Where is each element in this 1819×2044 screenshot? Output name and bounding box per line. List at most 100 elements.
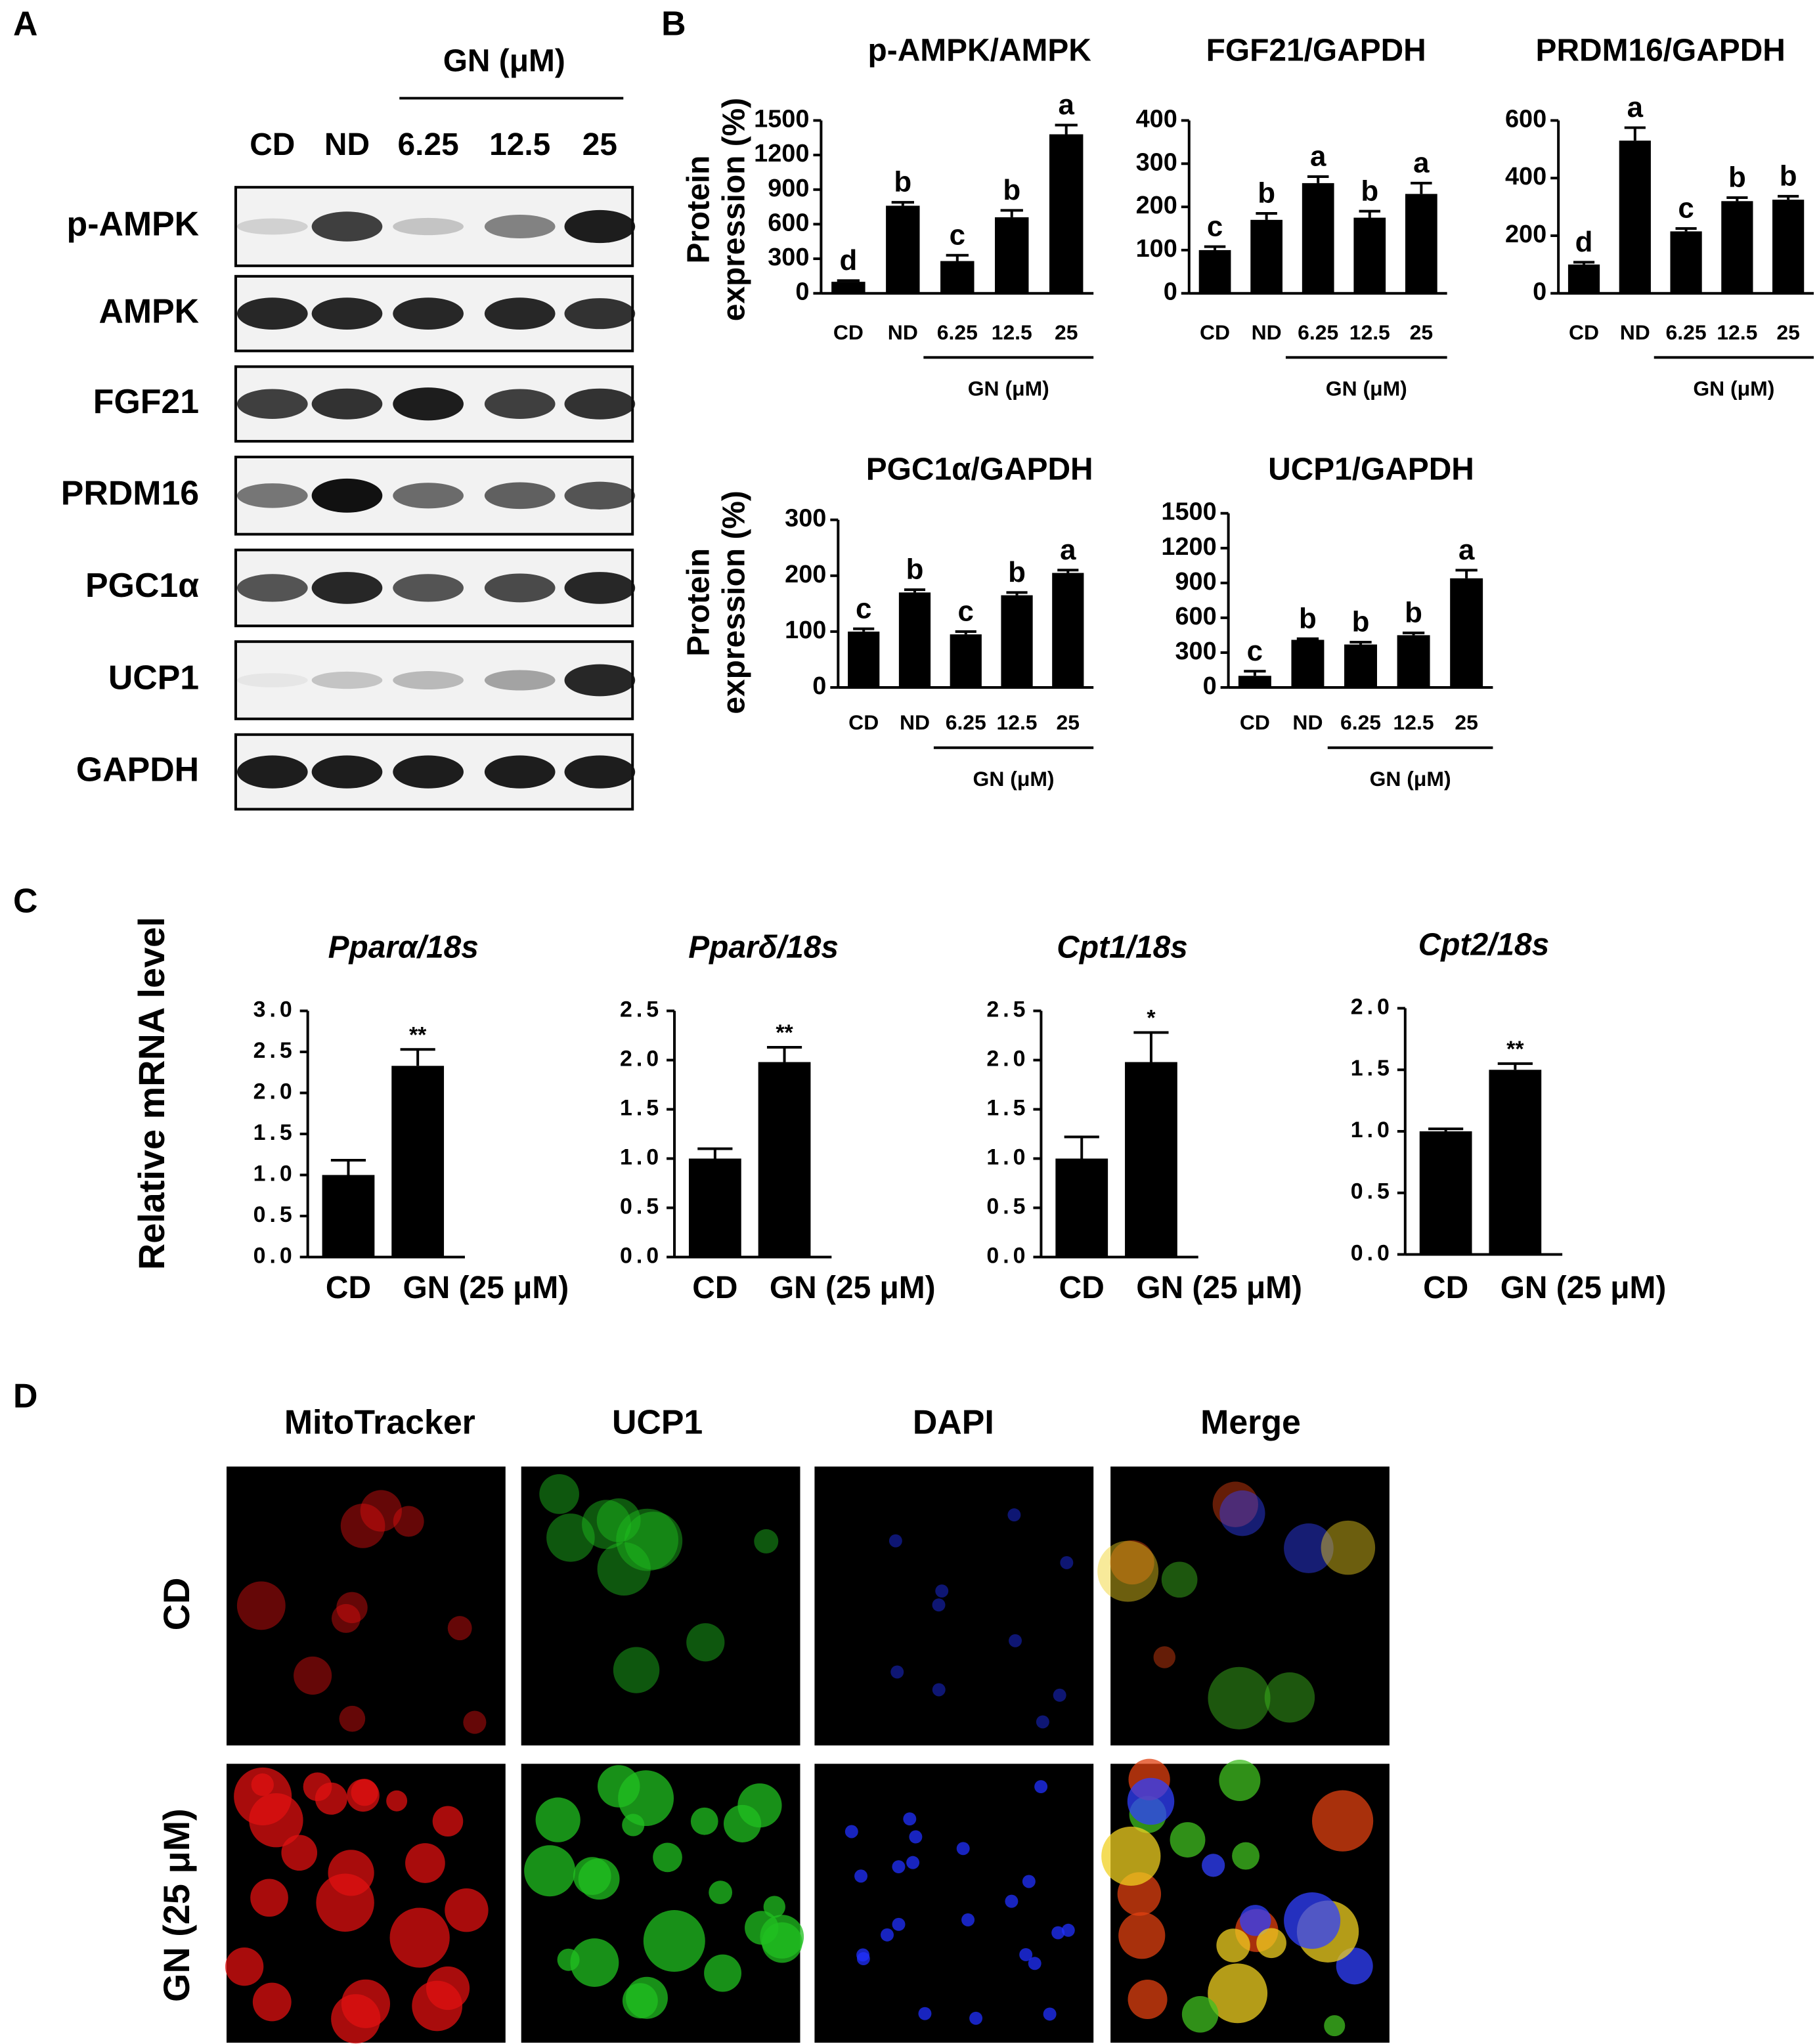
blot-group-label: GN (μM)	[443, 43, 565, 78]
micrograph	[814, 1466, 1094, 1746]
cell	[1284, 1892, 1341, 1949]
blot-band	[236, 673, 308, 687]
cell	[386, 1790, 408, 1812]
bar	[1049, 134, 1084, 294]
error-bar	[1000, 209, 1023, 217]
x-tick-label: CD	[1059, 1271, 1105, 1305]
x-tick-label: 25	[1776, 320, 1799, 344]
blot-band	[484, 573, 556, 603]
cell	[745, 1911, 779, 1945]
significance-label: *	[1147, 1006, 1156, 1031]
error-bar	[904, 588, 926, 593]
cell	[892, 1917, 906, 1931]
x-tick-label: GN (25 μM)	[1136, 1271, 1302, 1305]
cell	[844, 1825, 858, 1838]
significance-label: b	[1405, 597, 1422, 629]
cell	[598, 1765, 640, 1808]
x-tick-label: GN (25 μM)	[770, 1271, 936, 1305]
x-tick-label: 25	[1055, 320, 1078, 344]
y-tick-label: 0.5	[620, 1194, 663, 1219]
cell	[1208, 1963, 1268, 2024]
cell	[1034, 1780, 1048, 1794]
significance-label: b	[1780, 160, 1797, 192]
x-tick-label: CD	[692, 1271, 737, 1305]
y-tick-label: 1.0	[986, 1144, 1029, 1169]
cell	[1101, 1826, 1161, 1886]
significance-label: c	[958, 596, 974, 628]
x-tick-label: GN (25 μM)	[1501, 1271, 1667, 1305]
cell	[1324, 2015, 1346, 2037]
x-tick-label: ND	[1252, 320, 1282, 344]
blot-band	[311, 671, 383, 689]
cell	[613, 1647, 660, 1693]
x-tick-label: 12.5	[1349, 320, 1390, 344]
y-tick-label: 2.0	[620, 1046, 663, 1071]
cell	[303, 1772, 332, 1802]
cell	[1061, 1923, 1075, 1937]
bar	[1125, 1062, 1177, 1257]
error-bar	[955, 630, 976, 635]
bar	[1238, 676, 1271, 687]
bar	[1302, 183, 1334, 294]
blot-band	[564, 572, 636, 604]
blot-band	[311, 388, 383, 420]
y-tick-label: 0.0	[986, 1243, 1029, 1268]
error-bar	[1244, 670, 1266, 676]
cell	[1216, 1928, 1250, 1963]
cell	[331, 1603, 361, 1633]
y-tick-label: 0	[795, 278, 809, 306]
significance-label: b	[1003, 174, 1020, 206]
cell	[622, 1983, 658, 2019]
error-bar	[891, 201, 914, 206]
x-tick-label: CD	[326, 1271, 371, 1305]
error-bar	[1006, 591, 1028, 596]
y-tick-label: 200	[785, 561, 826, 588]
cell	[225, 1947, 264, 1986]
x-tick-label: CD	[848, 710, 879, 734]
error-bar	[330, 1159, 366, 1175]
cell	[340, 1504, 385, 1548]
error-bar	[766, 1046, 802, 1062]
chart-title: Cpt1/18s	[1057, 930, 1188, 965]
cell	[250, 1879, 288, 1917]
column-header: Merge	[1200, 1403, 1301, 1441]
protein-label: AMPK	[99, 292, 199, 330]
y-axis-label: expression (%)	[716, 490, 751, 714]
blot-band	[564, 481, 636, 510]
blot-band	[393, 483, 464, 509]
cell	[1264, 1672, 1315, 1723]
blot-band	[311, 572, 383, 604]
error-bar	[1204, 245, 1226, 250]
y-tick-label: 300	[1136, 148, 1177, 176]
cell	[360, 1490, 402, 1532]
blot-band	[564, 298, 636, 330]
x-tick-label: 25	[1410, 320, 1433, 344]
cell	[856, 1948, 870, 1962]
blot-band	[484, 215, 556, 238]
cell	[906, 1856, 920, 1869]
cell	[535, 1797, 581, 1842]
cell	[557, 1948, 580, 1971]
cell	[393, 1506, 424, 1537]
significance-label: c	[1678, 192, 1694, 225]
y-tick-label: 100	[785, 617, 826, 644]
y-tick-label: 0.5	[986, 1194, 1029, 1219]
bar	[1353, 217, 1386, 294]
cell	[643, 1910, 705, 1972]
cell	[294, 1656, 332, 1695]
cell	[1043, 2007, 1057, 2021]
cell	[524, 1845, 576, 1897]
y-tick-label: 200	[1136, 192, 1177, 219]
blot-band	[236, 297, 308, 330]
panel-label: C	[13, 882, 37, 920]
x-tick-label: 12.5	[1393, 710, 1434, 734]
y-tick-label: 1200	[754, 140, 809, 167]
significance-label: **	[409, 1022, 427, 1047]
bar	[1250, 219, 1282, 294]
y-tick-label: 900	[768, 175, 809, 202]
micrograph	[814, 1764, 1094, 2043]
cell	[1232, 1842, 1260, 1870]
x-tick-label: ND	[900, 710, 930, 734]
y-tick-label: 100	[1136, 235, 1177, 263]
cell	[935, 1584, 949, 1598]
